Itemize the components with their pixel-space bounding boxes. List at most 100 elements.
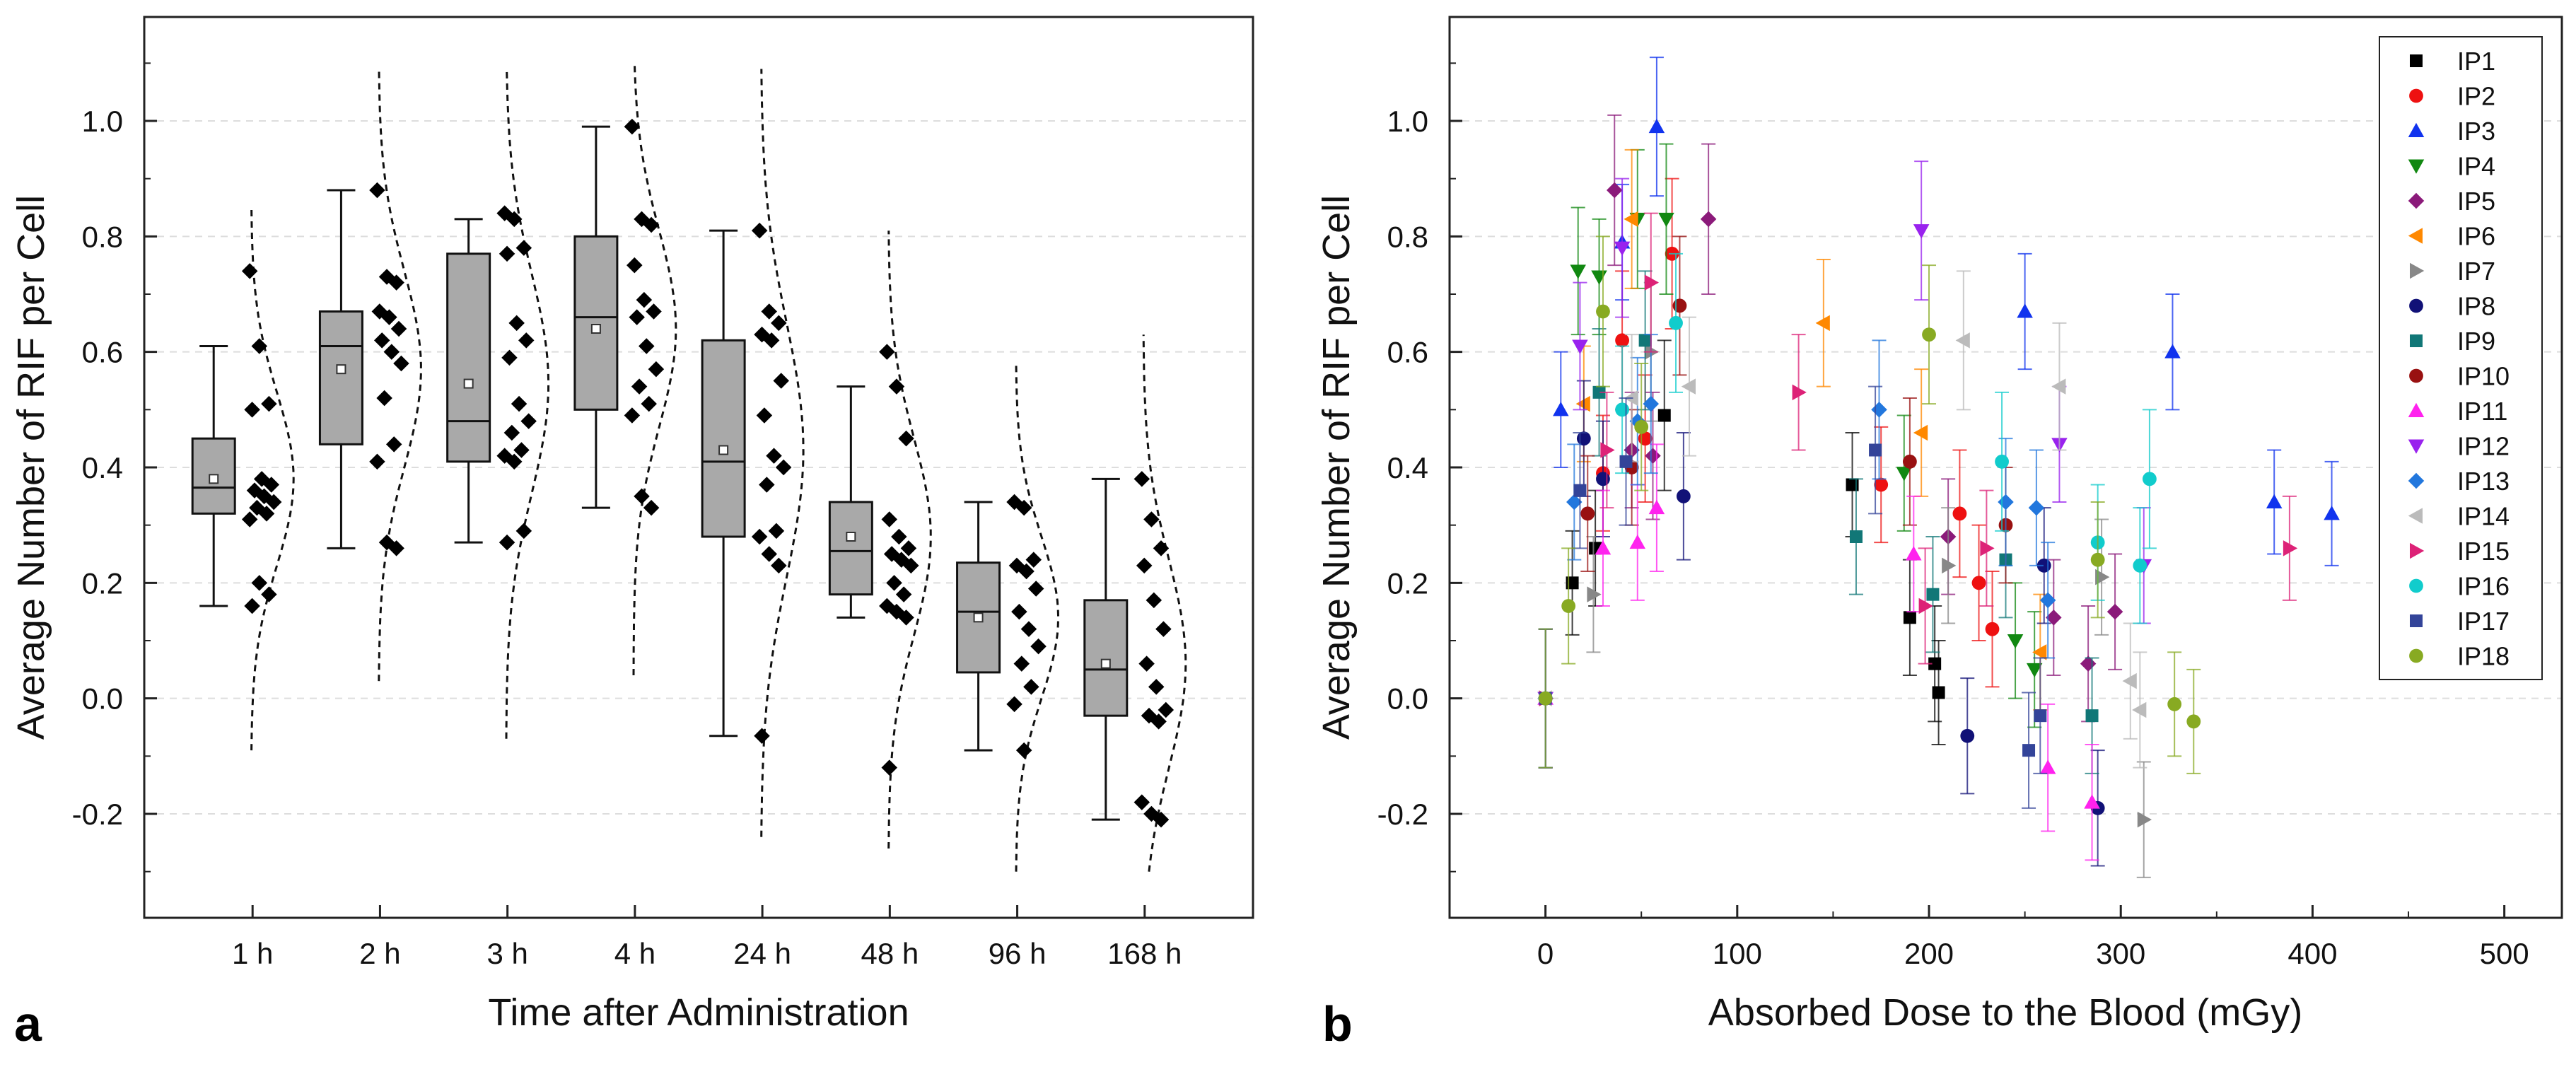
panel-a-point — [1155, 621, 1172, 637]
panel-a-point — [520, 413, 537, 429]
panel-a-point — [511, 395, 528, 412]
panel-b-point-ip3 — [1553, 402, 1569, 416]
panel-b-point-ip4 — [1896, 467, 1913, 482]
panel-b-point-ip14 — [1681, 378, 1696, 395]
panel-a-point — [624, 118, 641, 135]
panel-a-point — [499, 245, 515, 262]
panel-b-point-ip10 — [1580, 506, 1595, 521]
panel-a-point — [648, 361, 665, 378]
panel-a-points — [241, 118, 1175, 828]
panel-b-y-axis-title: Average Number of RIF per Cell — [1315, 195, 1358, 740]
panel-a-point — [626, 257, 643, 274]
panel-b-legend-marker — [2408, 159, 2425, 174]
panel-a-point — [1015, 499, 1032, 516]
panel-b-point-ip11 — [1595, 540, 1612, 555]
panel-a-point — [631, 378, 648, 395]
panel-b-point-ip2 — [1615, 333, 1629, 348]
panel-b-point-ip13 — [2039, 592, 2056, 609]
panel-b-point-ip15 — [1792, 384, 1807, 401]
panel-b-point-ip5 — [1645, 448, 1661, 464]
panel-a-mean — [973, 612, 984, 623]
panel-a-y-tick-label: 0.4 — [82, 451, 123, 484]
panel-a-point — [643, 499, 660, 516]
panel-b-legend-label: IP8 — [2457, 292, 2495, 321]
panel-b-point-ip14 — [2051, 378, 2066, 395]
panel-b-point-ip16 — [2133, 558, 2147, 573]
panel-a-point — [629, 309, 645, 325]
panel-b-legend-label: IP16 — [2457, 572, 2510, 601]
panel-b-point-ip15 — [1644, 274, 1660, 291]
panel-b-point-ip18 — [2167, 696, 2182, 711]
panel-b-point-ip4 — [2007, 634, 2024, 649]
panel-a-x-ticks: 1 h 2 h 3 h 4 h 24 h 48 h 96 h 168 h — [232, 905, 1182, 970]
panel-a-box — [446, 252, 491, 463]
panel-b-point-ip16 — [1995, 454, 2009, 469]
panel-b-legend-marker — [2409, 578, 2423, 593]
panel-a-distribution-curve — [760, 69, 805, 837]
panel-b-point-ip3 — [2324, 506, 2340, 520]
panel-b-point-ip4 — [1591, 270, 1607, 285]
panel-a-point — [1020, 621, 1037, 637]
panel-a-distribution-curve — [887, 231, 932, 849]
panel-a-point — [771, 315, 787, 332]
panel-a-letter: a — [14, 996, 42, 1051]
panel-a-boxes — [191, 125, 1129, 821]
panel-b-letter: b — [1322, 996, 1353, 1051]
panel-a-distribution-curves — [250, 63, 1187, 872]
panel-a-point — [1146, 592, 1162, 609]
panel-a-point — [373, 332, 390, 349]
panel-b-point-ip18 — [1634, 419, 1649, 434]
panel-a-point — [1013, 655, 1030, 672]
panel-a-box — [318, 310, 363, 445]
panel-b: -0.20.00.20.40.60.81.0 0 100 200 300 400 500 … — [1315, 16, 2563, 1051]
panel-b-y-tick-label: 0.4 — [1387, 451, 1428, 484]
panel-a-point — [1023, 679, 1039, 695]
panel-b-point-ip18 — [1561, 599, 1576, 613]
panel-b-point-ip2 — [1952, 506, 1967, 521]
panel-a-point — [643, 216, 660, 233]
panel-a-y-tick-label: 0.2 — [82, 566, 123, 600]
panel-a-point — [895, 586, 912, 602]
panel-b-legend-marker — [2410, 614, 2423, 627]
panel-b-point-ip16 — [2143, 472, 2157, 486]
panel-a-point — [1158, 701, 1175, 718]
panel-b-legend-label: IP10 — [2457, 362, 2510, 391]
panel-a-y-tick-label: 1.0 — [82, 105, 123, 138]
panel-b-point-ip2 — [1874, 477, 1889, 492]
panel-b-point-ip4 — [1570, 264, 1586, 279]
panel-b-legend-label: IP7 — [2457, 257, 2495, 286]
panel-b-point-ip1 — [1657, 409, 1671, 422]
panel-b-point-ip15 — [2283, 540, 2298, 556]
panel-a-point — [1136, 557, 1153, 574]
panel-b-point-ip14 — [2122, 672, 2137, 689]
panel-b-point-ip17 — [1619, 455, 1633, 468]
panel-a-mean — [336, 364, 346, 375]
panel-b-point-ip2 — [1971, 576, 1986, 590]
panel-b-legend-label: IP15 — [2457, 537, 2510, 566]
panel-b-y-ticks: -0.2 0.0 0.2 0.4 0.6 0.8 1.0 — [1377, 62, 1462, 873]
panel-a-point — [768, 523, 785, 540]
panel-b-legend-marker — [2409, 88, 2423, 103]
panel-b-point-ip6 — [2032, 644, 2047, 660]
panel-a-y-tick-label: 0.0 — [82, 682, 123, 716]
panel-a-distribution-curve — [378, 69, 422, 682]
panel-b-x-tick-label: 300 — [2096, 937, 2145, 970]
panel-a-box — [573, 235, 619, 411]
panel-a-gridlines — [144, 120, 1253, 815]
panel-b-point-ip7 — [1587, 586, 1602, 602]
panel-b-point-ip3 — [2164, 344, 2181, 358]
panel-a-x-tick-label: 48 h — [861, 937, 919, 970]
panel-a-point — [265, 494, 282, 511]
panel-a-point — [261, 586, 277, 602]
panel-a-point — [756, 407, 773, 424]
panel-a-point — [888, 378, 905, 395]
panel-b-legend-marker — [2409, 298, 2423, 313]
panel-a-x-tick-label: 4 h — [614, 937, 655, 970]
panel-b-point-ip7 — [2095, 569, 2110, 585]
panel-b-legend-box — [2379, 36, 2543, 680]
panel-a-y-tick-label: -0.2 — [72, 798, 123, 831]
panel-a-point — [886, 575, 902, 591]
panel-b-y-tick-label: 0.6 — [1387, 336, 1428, 369]
panel-b-legend-label: IP5 — [2457, 187, 2495, 216]
panel-a-point — [624, 407, 641, 424]
